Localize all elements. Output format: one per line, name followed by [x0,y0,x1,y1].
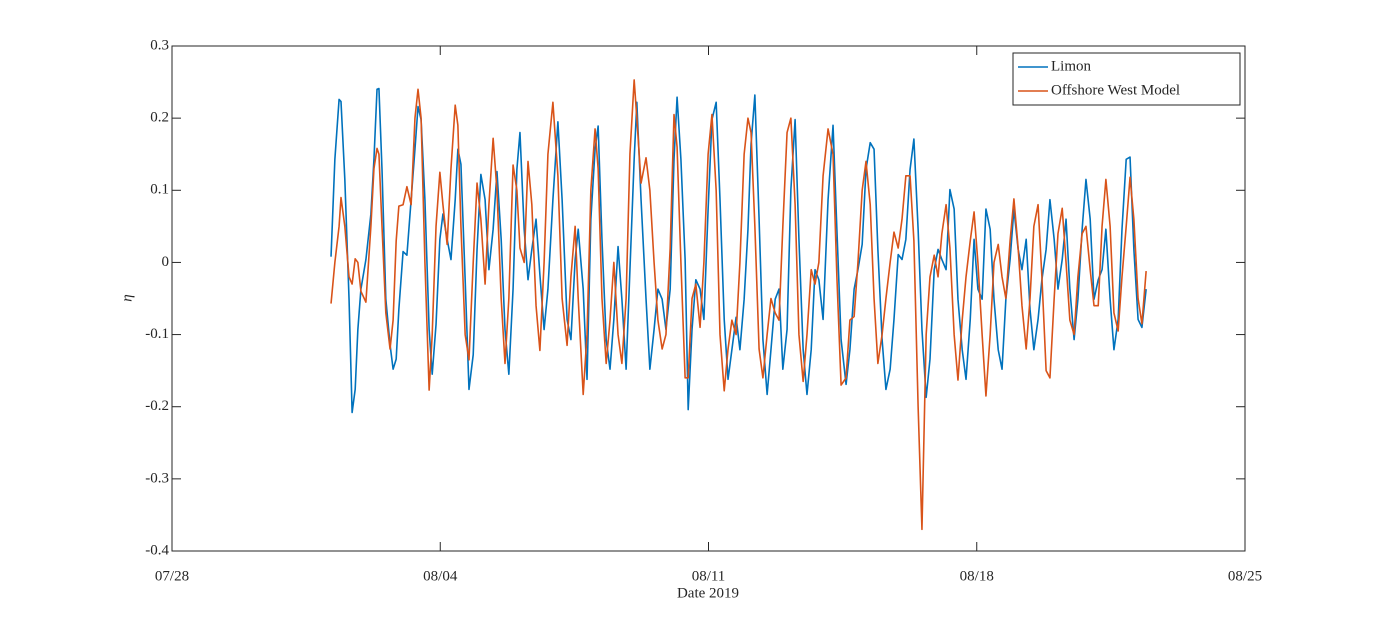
x-tick-label: 08/04 [423,568,458,584]
legend-label: Limon [1051,58,1091,74]
data-line [330,79,1147,531]
legend-label: Offshore West Model [1051,82,1180,98]
y-tick-label: -0.3 [145,470,169,486]
x-tick-label: 08/11 [692,568,726,584]
x-tick-label: 07/28 [155,568,189,584]
y-tick-label: 0.2 [150,110,169,126]
y-tick-label: -0.4 [145,542,169,558]
x-tick-label: 08/18 [960,568,994,584]
x-axis-label: Date 2019 [677,585,739,601]
y-tick-label: -0.2 [145,398,169,414]
y-tick-label: 0.1 [150,182,169,198]
plot-area [171,45,1246,552]
legend-box [1012,52,1241,106]
y-tick-label: 0.3 [150,37,169,53]
y-tick-label: -0.1 [145,326,169,342]
y-tick-label: 0 [162,254,170,270]
y-axis-label: η [119,294,135,301]
x-tick-label: 08/25 [1228,568,1262,584]
